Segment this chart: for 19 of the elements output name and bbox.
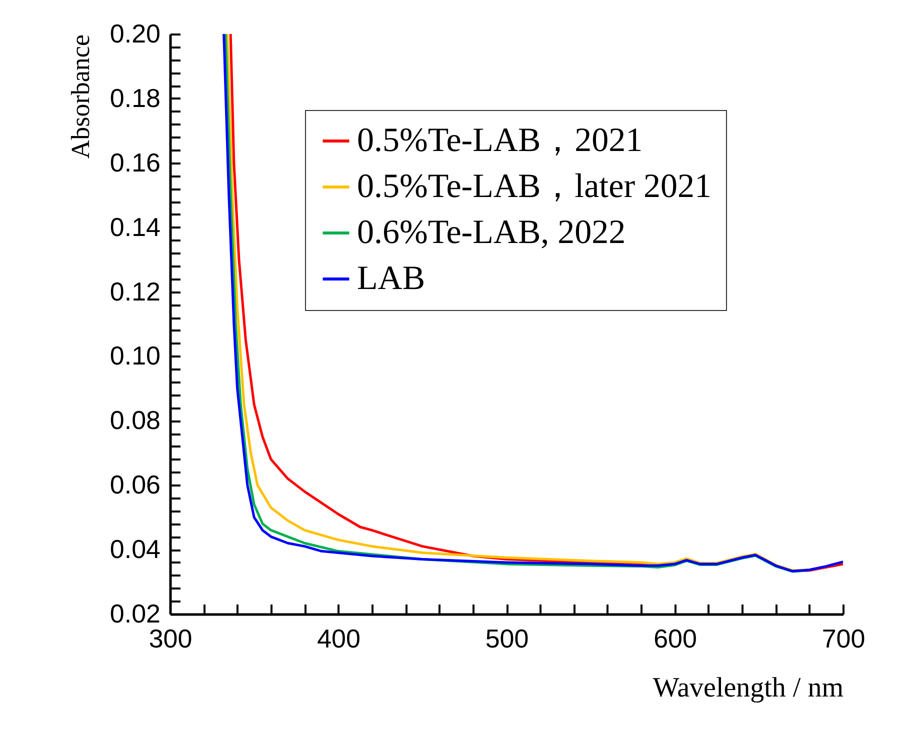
legend-label: 0.5%Te-LAB，later 2021 bbox=[357, 168, 712, 205]
y-tick-label: 0.12 bbox=[110, 276, 160, 306]
x-tick-label: 500 bbox=[485, 624, 529, 654]
legend-label: 0.6%Te-LAB, 2022 bbox=[357, 214, 626, 251]
y-tick-label: 0.14 bbox=[110, 212, 160, 242]
legend-label: LAB bbox=[357, 260, 425, 297]
y-tick-label: 0.04 bbox=[110, 534, 160, 564]
y-tick-label: 0.16 bbox=[110, 147, 160, 178]
y-tick-label: 0.08 bbox=[110, 405, 160, 436]
x-tick-label: 400 bbox=[317, 624, 360, 654]
x-tick-label: 600 bbox=[654, 624, 697, 654]
y-tick-label: 0.10 bbox=[110, 340, 160, 371]
y-tick-label: 0.18 bbox=[110, 82, 160, 113]
y-tick-label: 0.20 bbox=[110, 18, 160, 48]
y-tick-label: 0.06 bbox=[110, 470, 160, 500]
y-axis-title: Absorbance bbox=[66, 34, 95, 159]
x-axis-title: Wavelength / nm bbox=[652, 672, 844, 704]
legend-label: 0.5%Te-LAB，2021 bbox=[357, 122, 643, 159]
x-tick-label: 700 bbox=[822, 624, 866, 654]
